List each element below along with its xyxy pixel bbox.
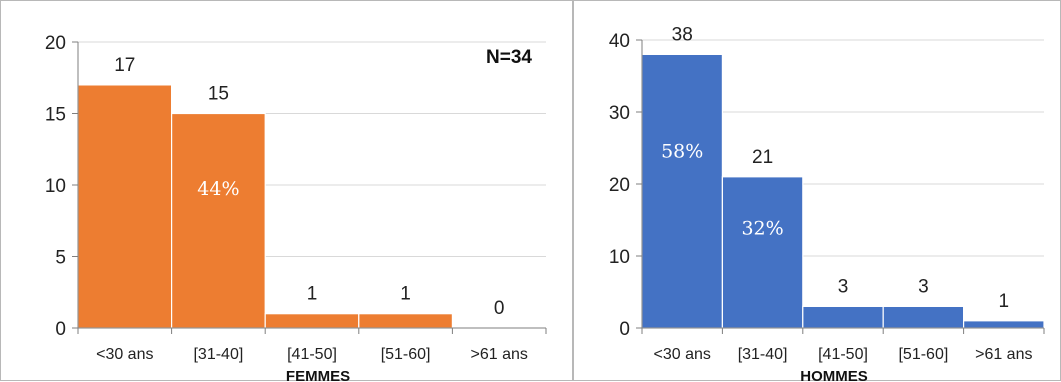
chart-femmes: 0 5 10 15 20 17 <30 ans 15 44% [31-40] 1 [41-50] 1 […: [0, 0, 573, 382]
data-label-4: 0: [494, 298, 505, 319]
data-label-4: 1: [999, 291, 1010, 312]
bar-0: [77, 84, 173, 329]
data-label-0: 38: [672, 24, 693, 45]
chart-femmes-svg: 0 5 10 15 20 17 <30 ans 15 44% [31-40] 1 [41-50] 1 […: [45, 33, 547, 382]
y-tick-label: 15: [45, 105, 66, 126]
percent-label-1: 32%: [741, 218, 783, 240]
y-tick-label: 0: [619, 319, 630, 340]
category-label-1: [31-40]: [738, 346, 788, 363]
data-label-3: 1: [400, 284, 411, 305]
y-tick-label: 30: [609, 103, 630, 124]
percent-label-0: 58%: [661, 141, 703, 163]
y-tick-label: 40: [609, 31, 630, 52]
y-tick-label: 10: [609, 247, 630, 268]
data-label-0: 17: [114, 55, 135, 76]
category-label-1: [31-40]: [193, 346, 243, 363]
category-label-0: <30 ans: [96, 346, 153, 363]
bar-1: [721, 176, 804, 329]
bar-3: [358, 313, 453, 329]
chart-hommes: 0 10 20 30 40 38 58% <30 ans 21 32% [31-40] 3 [41-5…: [573, 0, 1061, 382]
bar-3: [882, 305, 965, 329]
bar-1: [171, 112, 266, 329]
labels: 38 58% <30 ans 21 32% [31-40] 3 [41-50] 3 [51-60]…: [654, 24, 1033, 363]
y-tick-label: 10: [45, 176, 66, 197]
bars: [641, 53, 1045, 329]
data-label-1: 21: [752, 147, 773, 168]
category-label-4: >61 ans: [975, 346, 1032, 363]
y-tick-label: 5: [55, 248, 66, 269]
bar-2: [802, 305, 884, 329]
bar-0: [641, 53, 724, 329]
y-tick-label: 20: [609, 175, 630, 196]
axes: 0 10 20 30 40: [609, 31, 1045, 340]
y-tick-label: 20: [45, 33, 66, 54]
sample-size-annotation: N=34: [486, 47, 532, 68]
percent-label-1: 44%: [197, 178, 239, 200]
bar-4: [963, 320, 1045, 329]
data-label-2: 3: [838, 276, 849, 297]
data-label-2: 1: [307, 284, 318, 305]
labels: 17 <30 ans 15 44% [31-40] 1 [41-50] 1 [51-60] 0 >6…: [96, 55, 528, 363]
y-tick-label: 0: [55, 319, 66, 340]
category-label-0: <30 ans: [654, 346, 711, 363]
bars: [77, 84, 453, 329]
category-label-2: [41-50]: [818, 346, 868, 363]
x-axis-title-femmes: FEMMES: [286, 368, 350, 382]
data-label-1: 15: [208, 84, 229, 105]
bar-2: [264, 313, 360, 329]
category-label-4: >61 ans: [471, 346, 528, 363]
data-label-3: 3: [918, 276, 929, 297]
chart-hommes-svg: 0 10 20 30 40 38 58% <30 ans 21 32% [31-40] 3 [41-5…: [609, 24, 1045, 382]
category-label-3: [51-60]: [898, 346, 948, 363]
x-axis-title-hommes: HOMMES: [800, 368, 868, 382]
category-label-3: [51-60]: [381, 346, 431, 363]
category-label-2: [41-50]: [287, 346, 337, 363]
